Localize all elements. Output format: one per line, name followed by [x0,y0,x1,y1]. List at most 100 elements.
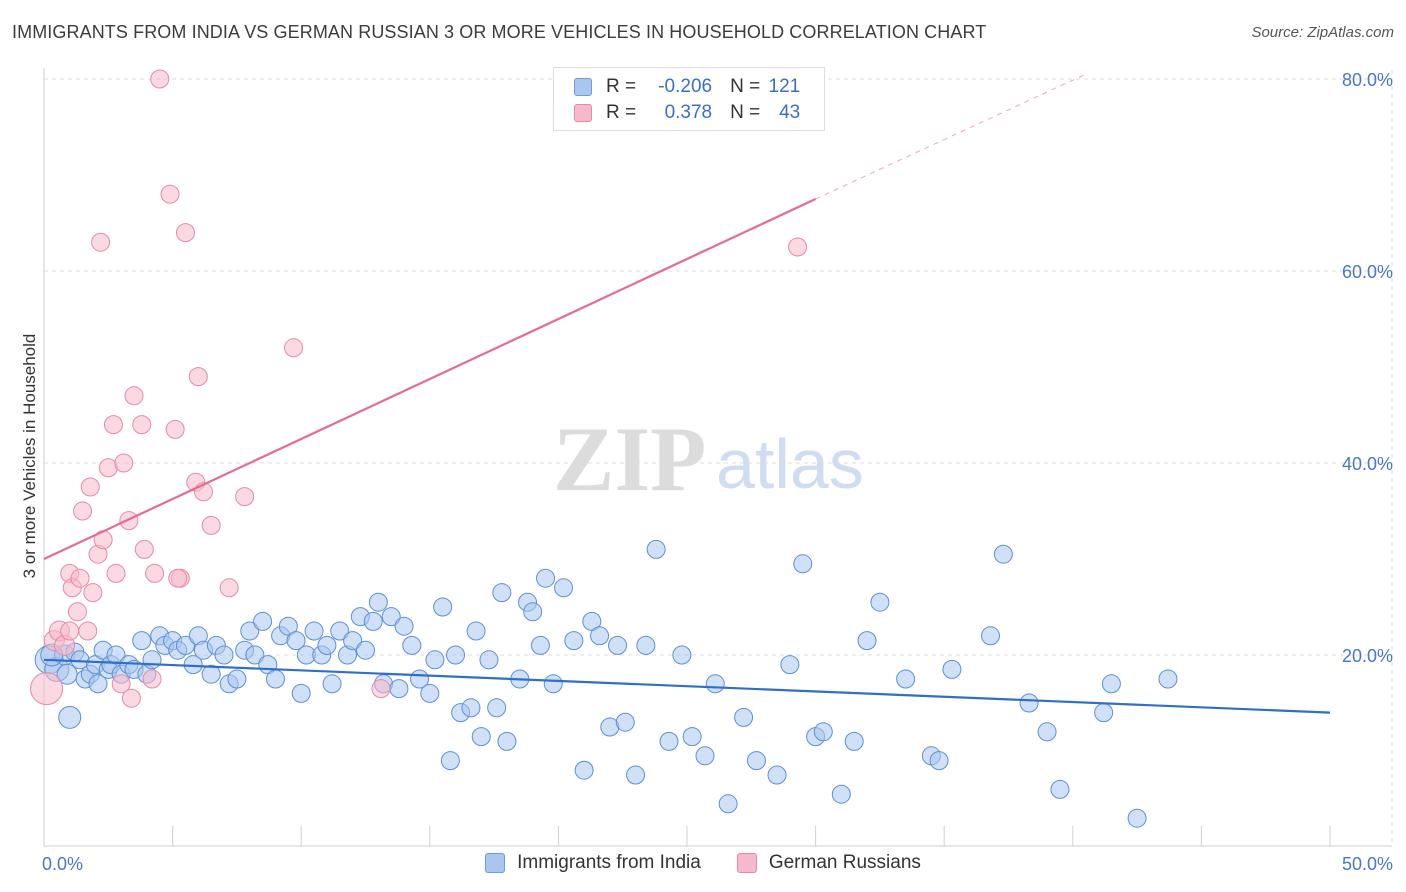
legend-swatch-german-russian [574,104,592,122]
point-india-79 [543,674,563,694]
point-india-84 [590,626,610,646]
point-india-69 [471,727,491,747]
point-german-russian-29 [160,184,180,204]
axes [43,68,1392,847]
point-german-russian-27 [145,563,165,583]
trend-extension-german-russian [815,73,1086,200]
watermark: ZIP atlas [553,408,864,510]
point-india-103 [813,722,833,742]
legend-r-value-german-russian: 0.378 [664,102,713,123]
point-india-98 [746,751,766,771]
series-legend-india[interactable]: Immigrants from India [485,852,701,874]
points-layer [30,69,1178,828]
point-india-70 [479,650,499,670]
series-legend-german-russian[interactable]: German Russians [736,852,921,874]
point-german-russian-40 [371,679,391,699]
point-india-88 [626,765,646,785]
point-german-russian-37 [219,578,239,598]
point-india-71 [487,698,507,718]
point-india-95 [705,674,725,694]
point-india-115 [1037,722,1057,742]
point-german-russian-4 [60,621,80,641]
point-india-76 [523,602,543,622]
point-german-russian-18 [106,563,126,583]
point-india-24 [175,635,195,655]
series-label-german-russian: German Russians [768,852,921,873]
y-tick-label-60: 60.0% [1342,262,1393,282]
y-axis-title: 3 or more Vehicles in Household [20,334,39,579]
point-india-122 [58,705,82,729]
legend-n-value-india: 121 [768,76,801,97]
point-german-russian-22 [121,688,141,708]
point-german-russian-14 [91,232,111,252]
x-tick-label-50: 50.0% [1342,854,1393,874]
point-india-13 [106,645,126,665]
point-india-57 [389,679,409,699]
point-india-32 [227,669,247,689]
point-india-44 [304,621,324,641]
watermark-atlas: atlas [716,425,864,503]
series-legend: Immigrants from India German Russians [0,852,1406,874]
point-india-90 [646,539,666,559]
legend-n-label: N = [730,76,761,97]
point-india-38 [265,669,285,689]
point-india-62 [425,650,445,670]
point-india-77 [530,635,550,655]
point-india-73 [497,731,517,751]
point-india-87 [615,712,635,732]
point-german-russian-41 [788,237,808,257]
point-german-russian-36 [201,515,221,535]
point-india-61 [420,683,440,703]
point-india-104 [831,784,851,804]
point-india-108 [896,669,916,689]
point-india-58 [394,616,414,636]
y-tick-label-80: 80.0% [1342,70,1393,90]
point-india-42 [291,683,311,703]
point-german-russian-42 [168,568,188,588]
point-india-116 [1050,779,1070,799]
point-german-russian-12 [83,583,103,603]
point-india-48 [330,621,350,641]
legend-row-india: R = -0.206 N = 121 [574,75,800,99]
series-swatch-german-russian [736,853,757,873]
point-india-92 [672,645,692,665]
point-german-russian-0 [30,672,64,706]
point-india-36 [253,611,273,631]
point-india-111 [942,659,962,679]
point-india-97 [734,707,754,727]
point-india-67 [461,698,481,718]
legend-n-label: N = [730,102,761,123]
point-german-russian-20 [114,453,134,473]
source-label: Source: ZipAtlas.com [1251,24,1394,41]
trend-line-india [43,658,1331,714]
point-india-17 [132,631,152,651]
point-india-78 [536,568,556,588]
point-german-russian-10 [78,621,98,641]
point-german-russian-30 [165,419,185,439]
point-german-russian-17 [103,415,123,435]
point-india-46 [317,635,337,655]
point-india-80 [554,578,574,598]
point-india-107 [870,592,890,612]
series-label-india: Immigrants from India [517,852,701,873]
point-german-russian-11 [80,477,100,497]
point-german-russian-39 [283,338,303,358]
stats-legend: R = -0.206 N = 121 R = 0.378 N = 43 [553,67,825,131]
point-india-99 [767,765,787,785]
point-india-86 [608,635,628,655]
point-india-41 [286,631,306,651]
point-german-russian-23 [124,386,144,406]
legend-row-german-russian: R = 0.378 N = 43 [574,101,800,125]
point-india-65 [446,645,466,665]
point-india-54 [368,592,388,612]
point-india-91 [659,731,679,751]
point-india-117 [1094,703,1114,723]
legend-r-label: R = [606,76,637,97]
point-german-russian-26 [142,669,162,689]
point-india-89 [636,635,656,655]
legend-swatch-india [574,78,592,96]
y-tick-label-40: 40.0% [1342,454,1393,474]
point-india-106 [857,631,877,651]
point-india-30 [214,645,234,665]
